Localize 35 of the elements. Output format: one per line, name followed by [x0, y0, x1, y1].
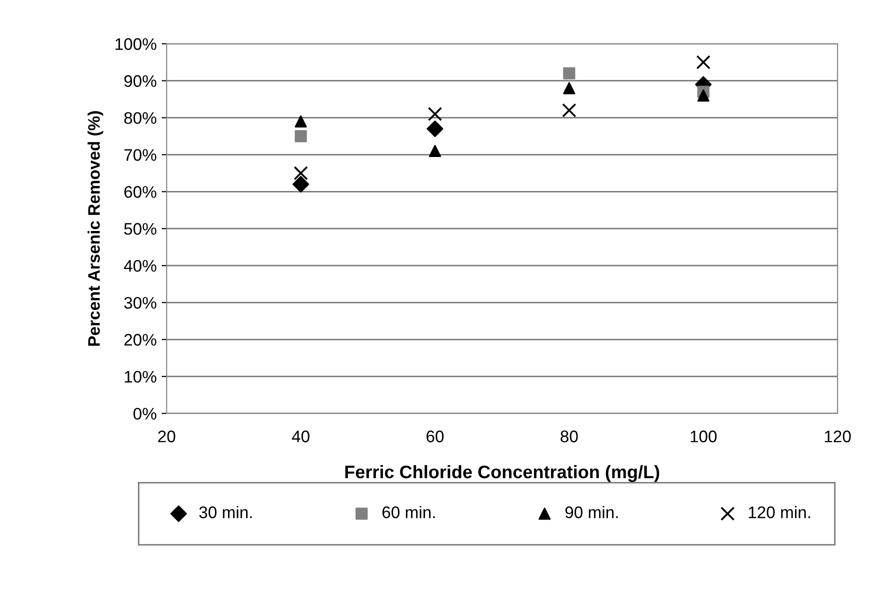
y-tick-label: 40%	[124, 260, 156, 272]
y-tick-label: 60%	[124, 186, 156, 198]
point	[428, 106, 442, 122]
point	[696, 55, 710, 70]
point	[294, 130, 307, 142]
x-tick-label: 100	[690, 430, 717, 442]
point	[428, 144, 442, 158]
y-tick-label: 90%	[124, 75, 156, 87]
point	[292, 176, 310, 193]
y-tick-label: 50%	[124, 223, 156, 235]
y-axis-title: Percent Arsenic Removed (%)	[88, 111, 104, 346]
point	[562, 103, 576, 118]
y-tick-label: 20%	[124, 334, 156, 346]
legend-label: 60 min.	[382, 506, 435, 518]
y-tick-label: 100%	[116, 38, 156, 50]
y-tick-label: 70%	[124, 149, 156, 161]
y-tick-label: 30%	[124, 296, 156, 309]
x-tick-label: 40	[292, 430, 310, 442]
point	[294, 115, 307, 128]
point	[294, 166, 308, 180]
point	[563, 67, 576, 80]
x-tick-label: 20	[158, 430, 176, 442]
y-tick-label: 10%	[124, 370, 156, 383]
point	[426, 120, 444, 138]
x-axis-title: Ferric Chloride Concentration (mg/L)	[345, 465, 660, 482]
point	[563, 82, 576, 94]
x-tick-label: 60	[426, 430, 444, 442]
legend-label: 120 min.	[748, 506, 810, 518]
y-tick-label: 80%	[124, 112, 156, 124]
x-tick-label: 80	[560, 430, 578, 442]
y-tick-label: 0%	[133, 408, 156, 420]
x-tick-label: 120	[824, 430, 851, 442]
legend-label: 90 min.	[565, 506, 618, 518]
point	[697, 89, 710, 102]
legend-label: 30 min.	[199, 506, 252, 518]
